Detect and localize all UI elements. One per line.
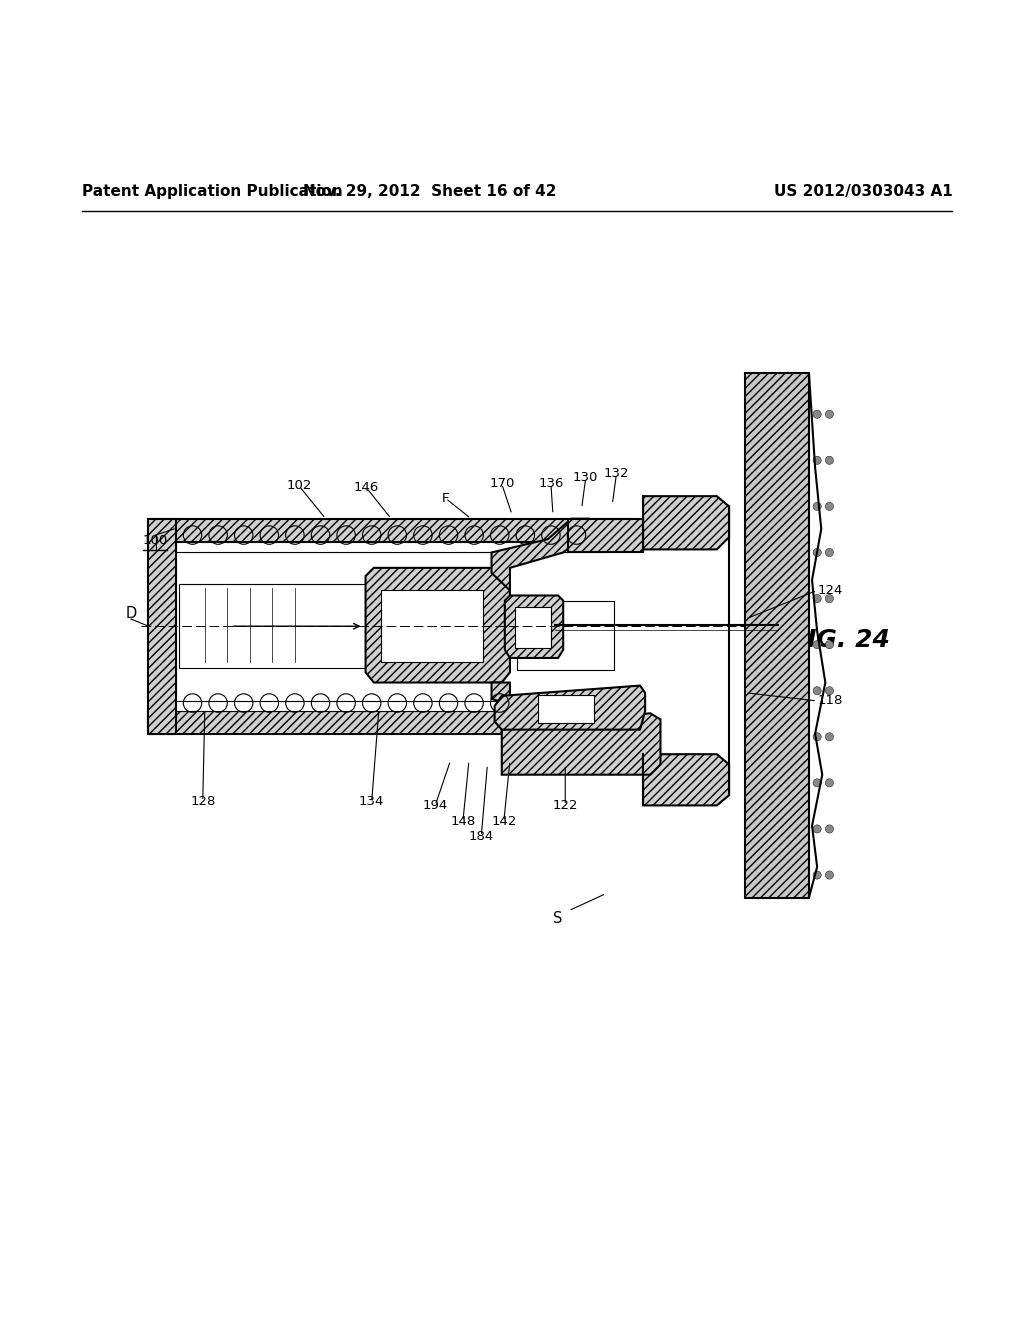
Circle shape <box>825 825 834 833</box>
Circle shape <box>813 594 821 603</box>
Polygon shape <box>745 374 809 898</box>
Text: 132: 132 <box>604 467 629 480</box>
Polygon shape <box>643 754 729 805</box>
Text: 194: 194 <box>423 799 447 812</box>
Circle shape <box>825 871 834 879</box>
Circle shape <box>813 457 821 465</box>
Polygon shape <box>148 519 176 734</box>
Text: D: D <box>126 606 136 622</box>
Polygon shape <box>505 595 563 657</box>
Circle shape <box>825 733 834 741</box>
Polygon shape <box>568 519 643 553</box>
Text: US 2012/0303043 A1: US 2012/0303043 A1 <box>773 183 952 199</box>
Text: 102: 102 <box>287 479 311 492</box>
Text: 136: 136 <box>539 478 563 490</box>
Polygon shape <box>495 685 645 730</box>
Circle shape <box>825 594 834 603</box>
Circle shape <box>825 548 834 557</box>
Text: 100: 100 <box>143 535 168 548</box>
Text: 170: 170 <box>489 478 514 490</box>
Circle shape <box>825 503 834 511</box>
Text: Patent Application Publication: Patent Application Publication <box>82 183 343 199</box>
Bar <box>538 694 594 723</box>
Circle shape <box>813 686 821 694</box>
Circle shape <box>825 411 834 418</box>
Circle shape <box>813 871 821 879</box>
Bar <box>517 601 614 671</box>
Bar <box>176 701 606 711</box>
Polygon shape <box>492 519 589 590</box>
Circle shape <box>813 640 821 648</box>
Circle shape <box>813 779 821 787</box>
Text: 128: 128 <box>190 795 215 808</box>
Text: 184: 184 <box>469 830 494 842</box>
Circle shape <box>813 548 821 557</box>
Text: 124: 124 <box>817 583 843 597</box>
Polygon shape <box>643 496 729 549</box>
Circle shape <box>813 825 821 833</box>
Text: 122: 122 <box>553 799 578 812</box>
Bar <box>381 590 483 663</box>
Text: 130: 130 <box>573 471 598 484</box>
Polygon shape <box>568 722 643 754</box>
Text: 134: 134 <box>359 795 384 808</box>
Bar <box>176 543 606 553</box>
Circle shape <box>825 686 834 694</box>
Text: F: F <box>441 492 450 504</box>
Text: 118: 118 <box>817 694 843 708</box>
Circle shape <box>813 733 821 741</box>
Text: 148: 148 <box>451 816 475 828</box>
Circle shape <box>813 411 821 418</box>
Circle shape <box>825 457 834 465</box>
Text: S: S <box>553 911 563 925</box>
Polygon shape <box>492 682 589 754</box>
Polygon shape <box>502 713 660 775</box>
Polygon shape <box>148 519 630 543</box>
Polygon shape <box>148 711 630 734</box>
Bar <box>179 585 369 668</box>
Text: FIG. 24: FIG. 24 <box>790 627 890 652</box>
Text: Nov. 29, 2012  Sheet 16 of 42: Nov. 29, 2012 Sheet 16 of 42 <box>303 183 557 199</box>
Polygon shape <box>366 568 510 682</box>
Circle shape <box>825 640 834 648</box>
Circle shape <box>825 779 834 787</box>
Circle shape <box>813 503 821 511</box>
Text: 142: 142 <box>492 816 516 828</box>
Bar <box>515 607 551 648</box>
Text: 146: 146 <box>354 482 379 495</box>
